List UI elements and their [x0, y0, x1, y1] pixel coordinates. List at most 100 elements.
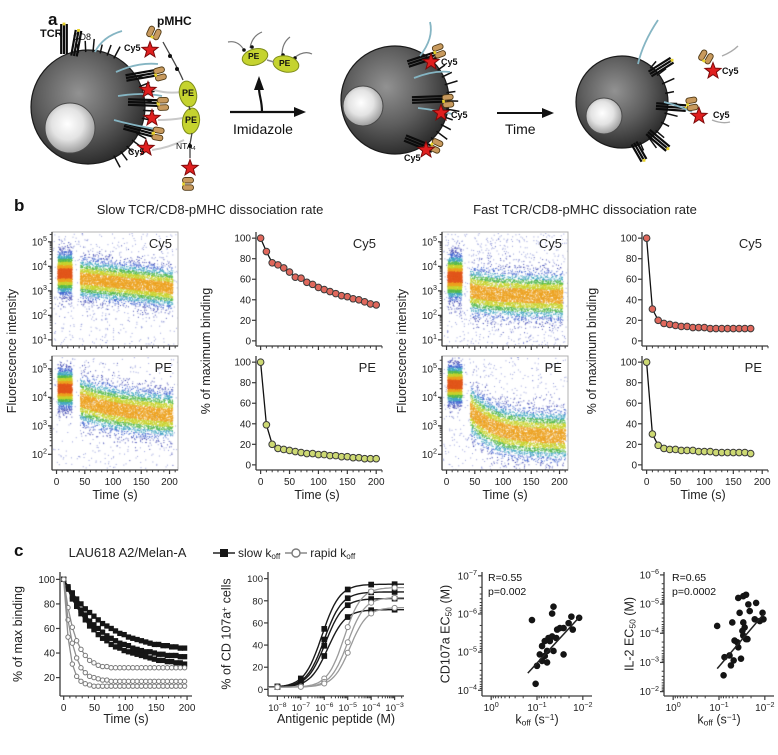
svg-text:200: 200	[161, 477, 178, 488]
svg-text:150: 150	[133, 477, 150, 488]
svg-text:60: 60	[626, 275, 638, 286]
koff-axis-label: koff (s−1)	[697, 712, 741, 728]
svg-text:200: 200	[754, 477, 771, 488]
svg-text:10−2: 10−2	[573, 700, 592, 714]
svg-text:40: 40	[252, 641, 263, 652]
svg-text:PE: PE	[545, 360, 563, 375]
legend-label-rapid: rapid koff	[310, 546, 356, 561]
svg-text:100: 100	[484, 700, 499, 714]
svg-text:80: 80	[252, 596, 263, 607]
svg-text:40: 40	[44, 649, 56, 660]
svg-text:100: 100	[105, 477, 122, 488]
svg-text:100: 100	[310, 477, 327, 488]
time-axis-label: Time (s)	[294, 488, 340, 502]
svg-text:PE: PE	[155, 360, 173, 375]
svg-text:100: 100	[620, 234, 637, 245]
svg-text:80: 80	[44, 599, 56, 610]
pe-label: PE	[182, 88, 195, 98]
fast-pe-flow-plot: 0 50 100 150 200 105 104 103 102 PE	[406, 350, 572, 490]
svg-text:20: 20	[240, 316, 252, 327]
svg-text:200: 200	[368, 477, 385, 488]
tcr-label: TCR	[40, 28, 63, 40]
svg-text:200: 200	[179, 703, 196, 714]
pmhc-cell3	[684, 45, 739, 124]
rapid-koff-marker-icon	[285, 548, 308, 559]
pmhc-multimer	[141, 24, 201, 191]
svg-text:10−4: 10−4	[640, 626, 659, 640]
time-axis-label: Time (s)	[103, 712, 149, 726]
legend-label-slow: slow koff	[238, 546, 281, 561]
pe-fluorophore	[181, 107, 201, 135]
svg-text:40: 40	[240, 419, 252, 430]
pe-fluorophore	[241, 48, 269, 66]
time-axis-label: Time (s)	[92, 488, 138, 502]
svg-text:20: 20	[252, 663, 263, 674]
svg-text:20: 20	[44, 673, 56, 684]
released-pe-scaffold	[227, 31, 313, 73]
imidazole-label: Imidazole	[233, 121, 293, 137]
cy5-label: Cy5	[404, 153, 421, 163]
svg-text:105: 105	[422, 234, 437, 248]
svg-text:60: 60	[626, 399, 638, 410]
svg-text:10−4: 10−4	[458, 683, 477, 697]
slow-pe-decay-plot: 0 50 100 150 200 0 20 40 60 80 100 PE	[218, 350, 390, 490]
svg-text:10−3: 10−3	[640, 655, 659, 669]
svg-text:105: 105	[422, 361, 437, 375]
binding-decay-plot: 0 50 100 150 200 20 40 60 80 100	[24, 564, 202, 716]
svg-text:104: 104	[32, 259, 47, 273]
cy5-label: Cy5	[124, 43, 141, 53]
peptide-axis-label: Antigenic peptide (M)	[276, 712, 396, 726]
svg-text:50: 50	[670, 477, 682, 488]
slow-cy5-decay-plot: 0 20 40 60 80 100 Cy5	[218, 226, 390, 366]
cy5-label: Cy5	[713, 110, 730, 120]
svg-text:100: 100	[38, 575, 55, 586]
svg-text:100: 100	[117, 703, 134, 714]
pe-label: PE	[248, 51, 260, 61]
svg-text:80: 80	[626, 254, 638, 265]
svg-text:103: 103	[422, 418, 437, 432]
svg-text:102: 102	[32, 447, 47, 461]
pe-label: PE	[185, 115, 198, 125]
legend-item-slow: slow koff	[213, 546, 280, 561]
svg-text:100: 100	[234, 358, 251, 369]
svg-text:40: 40	[240, 295, 252, 306]
panel-a-label: a	[48, 10, 58, 29]
svg-text:103: 103	[32, 283, 47, 297]
nucleus-1	[44, 102, 96, 154]
svg-text:Cy5: Cy5	[539, 236, 562, 251]
svg-text:40: 40	[626, 419, 638, 430]
cy5-label: Cy5	[441, 57, 458, 67]
svg-text:105: 105	[32, 361, 47, 375]
svg-text:10−2: 10−2	[640, 684, 659, 698]
cy5-star	[704, 62, 722, 79]
slow-koff-marker-icon	[213, 549, 235, 558]
svg-text:60: 60	[240, 275, 252, 286]
max-binding-axis-label: % of max binding	[11, 586, 25, 682]
fast-pe-decay-plot: 0 50 100 150 200 0 20 40 60 80 100 PE	[604, 350, 776, 490]
imidazole-arrow	[230, 76, 306, 117]
dose-response-plot: 10−8 10−7 10−6 10−5 10−4 10−3 0 20 40 60 80 100	[228, 564, 414, 716]
svg-text:Cy5: Cy5	[739, 236, 762, 251]
svg-text:102: 102	[32, 308, 47, 322]
p-value: p=0.0002	[672, 585, 717, 598]
svg-text:Cy5: Cy5	[149, 236, 172, 251]
svg-text:60: 60	[240, 399, 252, 410]
koff-legend: slow koff rapid koff	[213, 546, 355, 561]
svg-text:103: 103	[422, 283, 437, 297]
p-value: p=0.002	[488, 585, 527, 598]
svg-text:10−6: 10−6	[315, 702, 334, 714]
svg-text:20: 20	[626, 316, 638, 327]
svg-text:102: 102	[422, 308, 437, 322]
svg-text:104: 104	[422, 259, 437, 273]
svg-text:100: 100	[495, 477, 512, 488]
svg-text:0: 0	[631, 460, 637, 471]
svg-text:10−8: 10−8	[268, 702, 287, 714]
tcr-pmhc-schematic	[30, 19, 739, 191]
svg-text:100: 100	[234, 234, 251, 245]
svg-text:100: 100	[696, 477, 713, 488]
svg-text:10−1: 10−1	[527, 700, 546, 714]
fast-group-title: Fast TCR/CD8-pMHC dissociation rate	[473, 202, 697, 217]
pmhc-label: pMHC	[157, 14, 192, 28]
svg-text:10−5: 10−5	[640, 596, 659, 610]
cd107a-correlation-stats: R=0.55 p=0.002	[488, 572, 526, 599]
